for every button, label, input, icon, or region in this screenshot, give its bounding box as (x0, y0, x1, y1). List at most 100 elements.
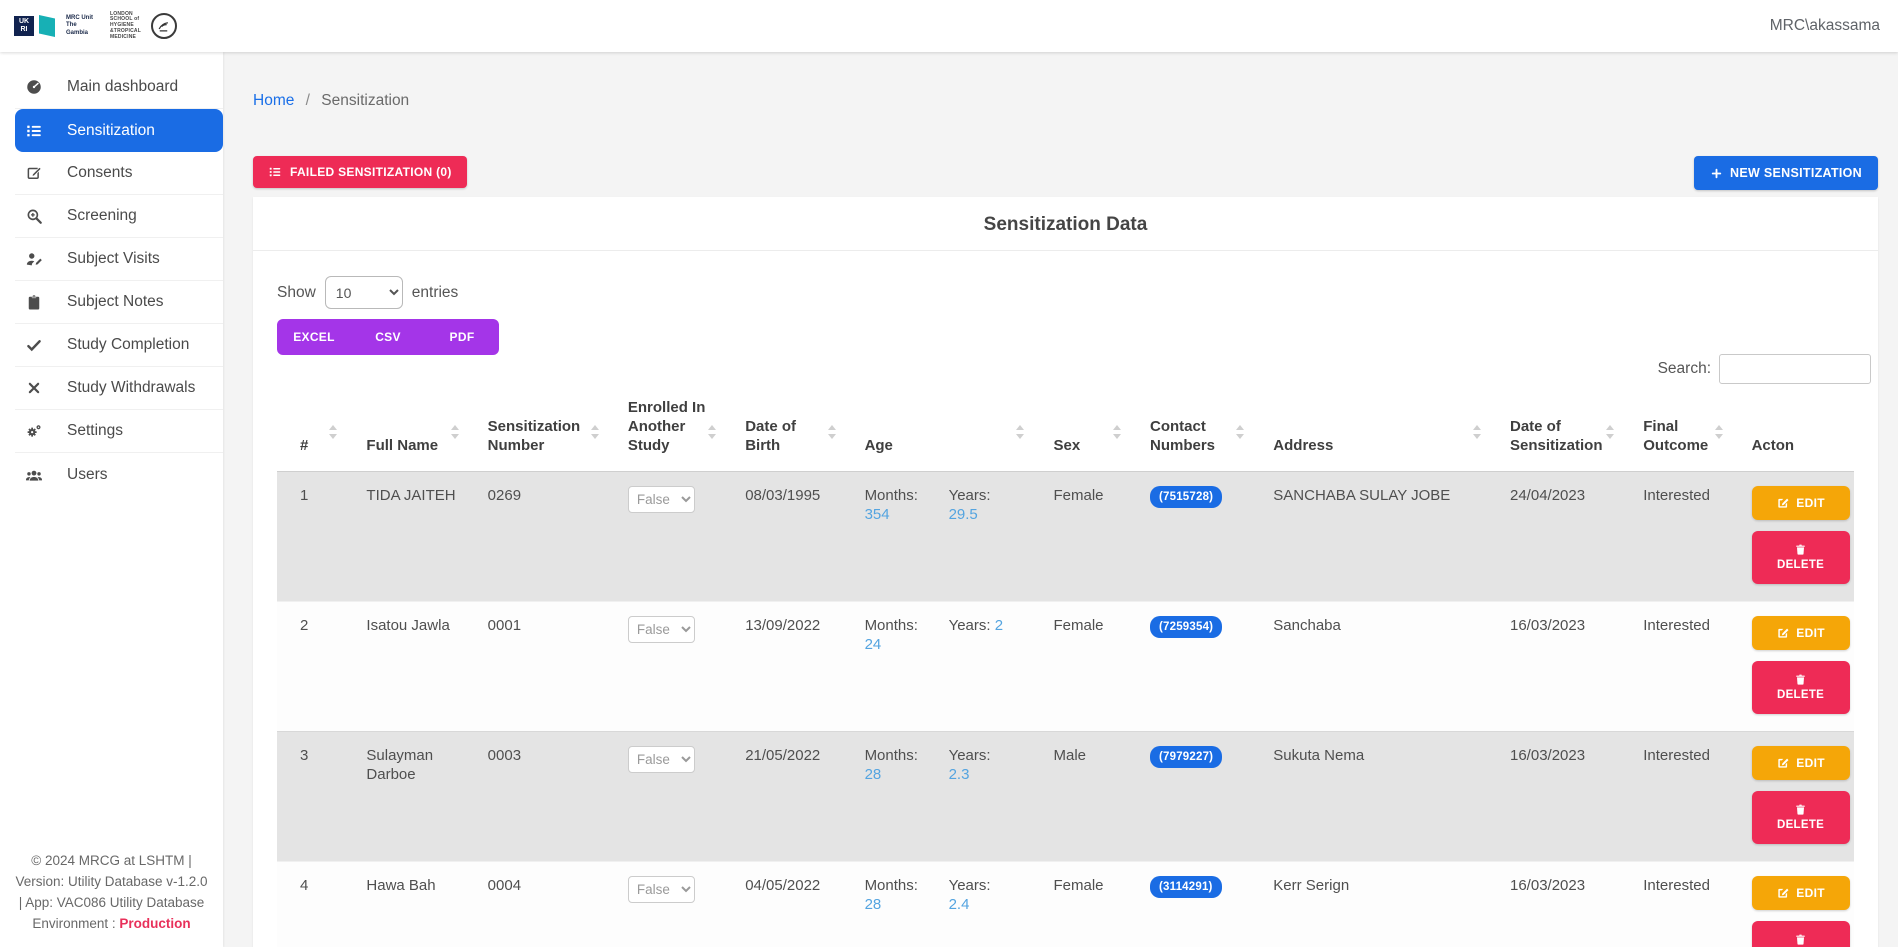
enrolled-in-another-study-select[interactable]: False (627, 875, 695, 903)
export-csv-button[interactable]: CSV (351, 319, 425, 355)
cell-date-of-birth: 08/03/1995 (745, 470, 865, 601)
cell-final-outcome: Interested (1643, 860, 1752, 947)
sidebar-item-consents[interactable]: Consents (15, 152, 223, 195)
cell-full-name: TIDA JAITEH (366, 470, 488, 601)
sidebar-item-subject-notes[interactable]: Subject Notes (15, 281, 223, 324)
cell-full-name: Sulayman Darboe (366, 730, 488, 861)
sidebar-item-label: Main dashboard (67, 78, 179, 95)
contact-number-badge: (7259354) (1149, 615, 1223, 639)
export-pdf-button[interactable]: PDF (425, 319, 499, 355)
clipboard-icon (25, 293, 45, 311)
column-header-age[interactable]: Age (864, 384, 1054, 472)
delete-button[interactable]: DELETE (1751, 920, 1850, 947)
breadcrumb-home-link[interactable]: Home (253, 92, 295, 109)
edit-button[interactable]: EDIT (1751, 745, 1850, 780)
column-header-full-name[interactable]: Full Name (366, 384, 488, 472)
sidebar-item-study-withdrawals[interactable]: Study Withdrawals (15, 367, 223, 410)
cell-final-outcome: Interested (1643, 600, 1752, 731)
age-years-value[interactable]: 2 (994, 616, 1004, 634)
delete-button[interactable]: DELETE (1751, 790, 1850, 844)
contact-number-badge: (7979227) (1149, 745, 1223, 769)
age-years-value[interactable]: 29.5 (948, 506, 978, 523)
cell-date-of-sensitization: 16/03/2023 (1510, 600, 1644, 731)
cell-index: 4 (277, 860, 367, 947)
page-size-select[interactable]: 10 (324, 276, 403, 309)
trash-icon (1794, 933, 1807, 946)
column-header-date-of-birth[interactable]: Date of Birth (745, 384, 865, 472)
list-icon (25, 122, 45, 140)
user-edit-icon (25, 250, 45, 268)
sidebar-item-label: Consents (67, 164, 133, 181)
sidebar-item-users[interactable]: Users (15, 453, 223, 496)
column-header-sex[interactable]: Sex (1053, 384, 1150, 472)
age-months-value[interactable]: 24 (864, 636, 882, 653)
sidebar-item-label: Users (67, 465, 108, 483)
sidebar-menu: Main dashboard Sensitization Consents Sc… (0, 52, 223, 496)
column-header-enrolled-in-another-study[interactable]: Enrolled In Another Study (627, 384, 746, 472)
sidebar-item-study-completion[interactable]: Study Completion (15, 324, 223, 367)
column-header-sensitization-number[interactable]: Sensitization Number (487, 384, 628, 472)
cell-date-of-sensitization: 16/03/2023 (1510, 730, 1644, 861)
sort-arrows-icon (1606, 424, 1615, 439)
sort-arrows-icon (708, 424, 717, 439)
enrolled-in-another-study-select[interactable]: False (627, 615, 695, 643)
new-sensitization-button[interactable]: NEW SENSITIZATION (1694, 156, 1878, 190)
column-header-address[interactable]: Address (1273, 384, 1510, 472)
edit-button[interactable]: EDIT (1751, 485, 1850, 520)
column-header-final-outcome[interactable]: Final Outcome (1643, 384, 1752, 472)
column-header-date-of-sensitization[interactable]: Date of Sensitization (1510, 384, 1644, 472)
search-input[interactable] (1719, 354, 1871, 384)
sidebar-item-label: Screening (67, 207, 137, 224)
cell-date-of-sensitization: 16/03/2023 (1510, 860, 1644, 947)
column-header--[interactable]: # (277, 384, 367, 472)
enrolled-in-another-study-select[interactable]: False (627, 485, 695, 513)
edit-pencil-icon (1776, 756, 1790, 770)
column-header-contact-numbers[interactable]: Contact Numbers (1149, 384, 1274, 472)
search-area: Search: (1658, 354, 1871, 384)
age-months-label: Months: (864, 746, 918, 764)
cell-date-of-birth: 13/09/2022 (745, 600, 865, 731)
sidebar-item-settings[interactable]: Settings (15, 410, 223, 453)
search-label: Search: (1657, 360, 1711, 377)
cell-age: Months: 24 Years: 2 (864, 600, 1054, 731)
age-years-value[interactable]: 2.4 (948, 896, 970, 913)
ukri-flag-shape (39, 15, 55, 37)
cell-sensitization-number: 0269 (487, 470, 628, 601)
gears-icon (25, 422, 45, 440)
table-row: 3 Sulayman Darboe 0003 False 21/05/2022 … (277, 730, 1854, 861)
footer-copyright: © 2024 MRCG at LSHTM | Version: Utility … (15, 853, 208, 911)
failed-sensitization-button[interactable]: FAILED SENSITIZATION (0) (253, 156, 467, 188)
trash-icon (1794, 803, 1807, 816)
cell-contact: (7259354) (1149, 600, 1274, 731)
enrolled-in-another-study-select[interactable]: False (627, 745, 695, 773)
cell-sensitization-number: 0001 (487, 600, 628, 731)
cell-index: 2 (277, 600, 367, 731)
edit-button[interactable]: EDIT (1751, 615, 1850, 650)
cell-sex: Female (1053, 600, 1150, 731)
mrc-unit-gambia-logo-text: MRC Unit The Gambia (66, 14, 93, 36)
cell-address: Sanchaba (1273, 600, 1510, 731)
ukri-logo-line: RI (20, 26, 28, 33)
sidebar-item-sensitization[interactable]: Sensitization (15, 109, 223, 152)
sidebar-item-screening[interactable]: Screening (15, 195, 223, 238)
edit-pencil-icon (1776, 626, 1790, 640)
delete-button[interactable]: DELETE (1751, 660, 1850, 714)
delete-button[interactable]: DELETE (1751, 530, 1850, 584)
age-months-value[interactable]: 28 (864, 896, 882, 913)
export-button-group: EXCEL CSV PDF (277, 319, 499, 355)
edit-button[interactable]: EDIT (1751, 875, 1850, 910)
edit-pencil-icon (1776, 886, 1790, 900)
sidebar-item-main-dashboard[interactable]: Main dashboard (15, 66, 223, 109)
edit-pencil-icon (1776, 496, 1790, 510)
age-years-value[interactable]: 2.3 (948, 766, 970, 783)
cell-actions: EDIT DELETE (1751, 860, 1854, 947)
sort-arrows-icon (329, 424, 338, 439)
age-months-value[interactable]: 354 (864, 506, 890, 523)
sidebar-item-subject-visits[interactable]: Subject Visits (15, 238, 223, 281)
cell-sensitization-number: 0003 (487, 730, 628, 861)
show-label: Show (277, 283, 316, 301)
age-months-value[interactable]: 28 (864, 766, 882, 783)
users-icon (25, 466, 45, 484)
sidebar-item-label: Sensitization (67, 121, 155, 139)
export-excel-button[interactable]: EXCEL (277, 319, 351, 355)
